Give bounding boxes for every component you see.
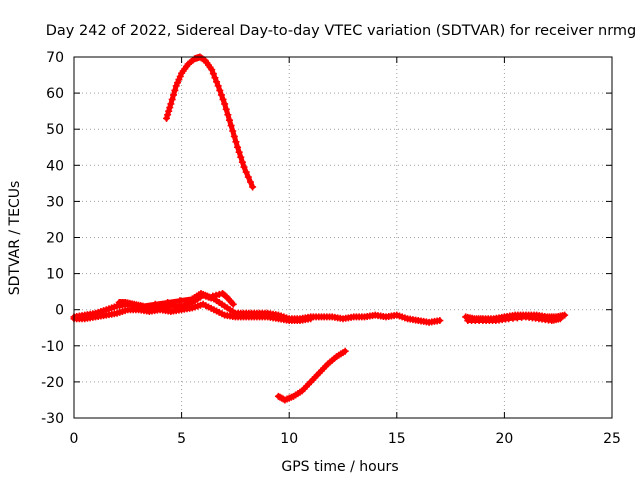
data-point [225,116,233,124]
y-tick-label: 30 [46,194,64,210]
data-point [163,114,171,122]
data-point [221,100,229,108]
data-point [166,104,174,112]
data-point [214,82,222,90]
data-point [217,91,225,99]
data-point [235,148,243,156]
grid-lines [74,57,612,418]
data-point [229,127,237,135]
data-point [222,105,230,113]
data-point [213,78,221,86]
series-lower-band [70,300,315,325]
data-point [164,111,172,119]
data-point [172,82,180,90]
y-tick-label: 70 [46,50,64,66]
data-point [174,79,182,87]
x-tick-label: 25 [603,431,621,447]
y-tick-label: -20 [41,375,64,391]
data-point [240,163,248,171]
data-point [227,122,235,130]
data-point [164,298,172,306]
data-point [211,74,219,82]
data-point [165,107,173,115]
data-point [212,291,220,299]
data-point [209,70,217,78]
series-late-band-lower [464,313,564,325]
data-point [209,292,217,300]
series-low-arc [274,347,349,404]
data-point [229,300,237,308]
data-point [167,100,175,108]
y-tick-label: 10 [46,267,64,283]
data-point [234,143,242,151]
data-point [230,132,238,140]
series-upper-band [115,289,237,310]
chart-title: Day 242 of 2022, Sidereal Day-to-day VTE… [46,23,637,39]
data-point [242,168,250,176]
data-point [219,95,227,103]
data-point [237,153,245,161]
data-point [341,347,349,355]
y-tick-label: 60 [46,86,64,102]
data-point [246,178,254,186]
data-point [561,311,569,319]
data-point [244,173,252,181]
data-point [151,300,159,308]
axis-ticks [73,56,613,419]
y-tick-label: 50 [46,122,64,138]
data-point [168,95,176,103]
data-point [249,183,257,191]
y-axis-label: SDTVAR / TECUs [7,181,23,296]
x-tick-label: 0 [70,431,79,447]
data-point [170,91,178,99]
data-point [216,86,224,94]
x-tick-label: 20 [495,431,513,447]
data-point [176,297,184,305]
y-tick-label: -30 [41,411,64,427]
data-point [176,72,184,80]
data-point [556,315,564,323]
x-tick-label: 15 [388,431,406,447]
data-point [208,66,216,74]
x-axis-label: GPS time / hours [281,459,398,475]
data-point [232,138,240,146]
y-tick-label: 40 [46,158,64,174]
data-point [238,158,246,166]
data-point [436,317,444,325]
x-tick-label: 10 [280,431,298,447]
data-point [307,315,315,323]
data-point [175,76,183,84]
x-tick-label: 5 [177,431,186,447]
data-point [171,86,179,94]
data-point [206,293,214,301]
y-tick-label: -10 [41,339,64,355]
tick-labels: 0 5 10 15 20 25 -30 -20 -10 0 10 20 30 40 50 60 70 [41,50,621,447]
series-high-arc [163,53,257,191]
data-point [224,111,232,119]
y-tick-label: 0 [55,303,64,319]
data-series [70,53,569,404]
y-tick-label: 20 [46,231,64,247]
